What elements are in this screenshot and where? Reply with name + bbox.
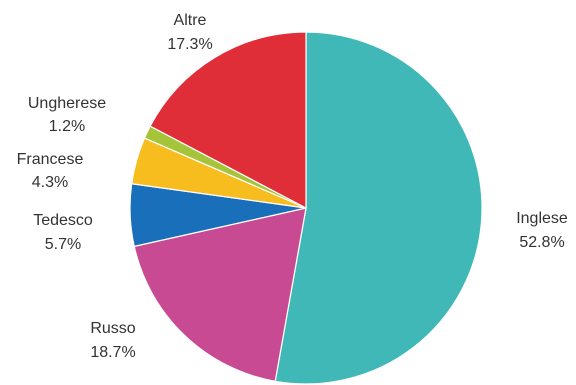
slice-label-value: 52.8% xyxy=(519,234,564,251)
pie-slices xyxy=(129,31,483,385)
slice-label-russo: Russo 18.7% xyxy=(90,320,135,361)
slice-label-inglese: Inglese 52.8% xyxy=(516,210,568,251)
slice-label-name: Ungherese xyxy=(28,95,106,112)
pie-slice-russo xyxy=(133,207,307,382)
slice-label-ungherese: Ungherese 1.2% xyxy=(28,95,106,135)
slice-label-value: 4.3% xyxy=(32,174,68,191)
slice-label-value: 17.3% xyxy=(167,36,212,53)
slice-label-value: 5.7% xyxy=(45,236,81,253)
pie-slice-altre xyxy=(149,31,307,209)
slice-label-name: Russo xyxy=(90,320,135,337)
slice-label-name: Tedesco xyxy=(33,212,93,229)
slice-label-tedesco: Tedesco 5.7% xyxy=(33,212,93,253)
slice-label-name: Francese xyxy=(17,151,84,168)
slice-label-francese: Francese 4.3% xyxy=(17,151,84,191)
slice-label-value: 18.7% xyxy=(90,344,135,361)
slice-label-value: 1.2% xyxy=(49,118,85,135)
slice-label-name: Inglese xyxy=(516,210,568,227)
pie-slice-inglese xyxy=(274,31,483,385)
slice-label-name: Altre xyxy=(174,12,207,29)
slice-label-altre: Altre 17.3% xyxy=(167,12,212,53)
